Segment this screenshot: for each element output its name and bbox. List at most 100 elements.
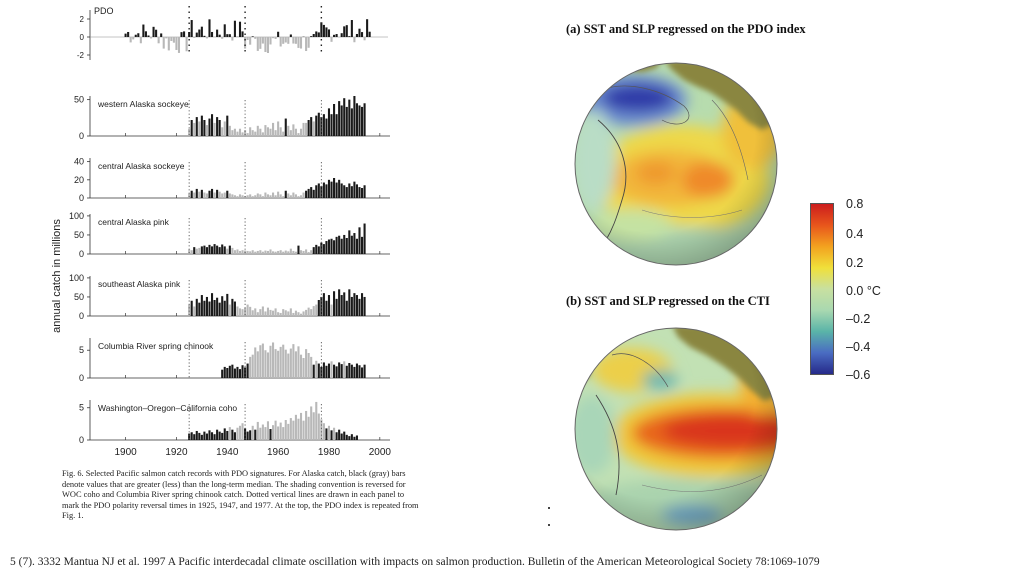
pdo-bar bbox=[160, 33, 163, 37]
catch-panel: central Alaska sockeye 40 20 0 bbox=[74, 157, 390, 203]
colorbar-tick-label: 0.4 bbox=[846, 227, 864, 241]
catch-bar bbox=[210, 114, 214, 136]
panel-y-tick-label: 5 bbox=[79, 403, 84, 413]
catch-bar bbox=[223, 366, 226, 378]
catch-bar bbox=[238, 425, 242, 440]
catch-bar bbox=[203, 245, 206, 254]
catch-bar bbox=[249, 251, 252, 254]
catch-bar bbox=[188, 304, 191, 316]
catch-bar bbox=[272, 310, 275, 316]
catch-bar bbox=[261, 306, 264, 316]
pdo-bar bbox=[277, 31, 280, 37]
catch-bar bbox=[358, 187, 361, 198]
pdo-bar bbox=[208, 19, 211, 37]
catch-bar bbox=[251, 354, 254, 378]
catch-bar bbox=[249, 356, 252, 378]
catch-bar bbox=[238, 128, 242, 136]
pdo-bar bbox=[167, 37, 170, 51]
catch-bar bbox=[264, 350, 267, 378]
panel-y-tick-label: 0 bbox=[79, 131, 84, 141]
catch-bar bbox=[221, 193, 224, 198]
catch-bar bbox=[360, 293, 364, 316]
pdo-bar bbox=[340, 33, 343, 37]
pdo-title: PDO bbox=[94, 6, 114, 16]
catch-bar bbox=[223, 428, 226, 440]
catch-bar bbox=[333, 240, 336, 254]
colorbar-tick-label: –0.2 bbox=[846, 312, 871, 326]
catch-bar bbox=[236, 306, 239, 316]
pdo-bar bbox=[205, 37, 208, 39]
catch-bar bbox=[226, 115, 229, 136]
catch-bar bbox=[216, 429, 219, 440]
colorbar-tick-label: 0.0 °C bbox=[846, 284, 881, 298]
catch-bar bbox=[307, 307, 310, 316]
catch-panel: western Alaska sockeye 50 0 bbox=[74, 95, 390, 141]
pdo-bar bbox=[297, 37, 300, 48]
pdo-bar bbox=[170, 37, 173, 41]
pdo-bar bbox=[251, 36, 254, 37]
catch-bar bbox=[279, 250, 282, 254]
pdo-bar bbox=[162, 37, 165, 49]
panel-b-title: (b) SST and SLP regressed on the CTI bbox=[566, 294, 770, 308]
catch-bar bbox=[216, 117, 219, 136]
catch-bar bbox=[348, 183, 351, 198]
catch-bar bbox=[284, 349, 287, 378]
pdo-bar bbox=[368, 31, 371, 37]
catch-bar bbox=[279, 422, 282, 440]
catch-bar bbox=[307, 353, 310, 378]
stray-dot bbox=[548, 507, 550, 509]
catch-bar bbox=[350, 434, 353, 440]
catch-bar bbox=[310, 187, 313, 198]
catch-bar bbox=[198, 432, 201, 440]
catch-bar bbox=[236, 427, 239, 440]
catch-bar bbox=[254, 347, 257, 378]
catch-bar bbox=[350, 235, 353, 254]
panel-y-tick-label: 0 bbox=[79, 435, 84, 445]
catch-bar bbox=[218, 191, 221, 198]
catch-bar bbox=[231, 194, 234, 198]
pdo-bar bbox=[175, 37, 178, 50]
catch-bar bbox=[343, 431, 346, 440]
catch-bar bbox=[266, 307, 270, 316]
catch-bar bbox=[264, 311, 267, 316]
catch-bar bbox=[272, 192, 275, 198]
catch-bar bbox=[343, 98, 346, 136]
catch-bar bbox=[228, 125, 231, 136]
catch-bar bbox=[266, 352, 270, 378]
catch-bar bbox=[264, 192, 267, 198]
catch-bar bbox=[221, 432, 224, 440]
catch-bar bbox=[236, 131, 239, 136]
colorbar-tick-label: 0.8 bbox=[846, 197, 864, 211]
catch-bar bbox=[350, 108, 353, 136]
catch-bar bbox=[272, 425, 275, 440]
colorbar bbox=[810, 203, 834, 375]
catch-bar bbox=[305, 122, 308, 136]
catch-bar bbox=[261, 251, 264, 254]
catch-bar bbox=[325, 241, 328, 254]
catch-bar bbox=[315, 244, 318, 254]
pdo-bar bbox=[325, 27, 328, 37]
catch-bar bbox=[297, 312, 300, 316]
catch-bar bbox=[238, 250, 242, 254]
catch-panel: Washington–Oregon–California coho 5 0 bbox=[79, 400, 390, 445]
catch-bar bbox=[322, 114, 325, 136]
catch-bar bbox=[221, 296, 224, 316]
pdo-bar bbox=[238, 21, 242, 37]
pdo-bar bbox=[274, 37, 277, 39]
catch-bar bbox=[289, 195, 292, 198]
panel-y-tick-label: 5 bbox=[79, 345, 84, 355]
catch-bar bbox=[327, 179, 331, 198]
pdo-bar bbox=[129, 37, 132, 43]
pdo-bar bbox=[358, 28, 361, 37]
pdo-bar bbox=[132, 37, 135, 40]
colorbar-tick-label: 0.2 bbox=[846, 256, 864, 270]
catch-bar bbox=[269, 249, 272, 254]
catch-bar bbox=[299, 195, 303, 198]
pdo-bar bbox=[266, 37, 270, 53]
catch-bar bbox=[330, 430, 333, 440]
catch-bar bbox=[269, 309, 272, 316]
catch-bar bbox=[345, 187, 348, 198]
catch-bar bbox=[223, 192, 226, 198]
catch-bar bbox=[320, 186, 323, 198]
catch-bar bbox=[289, 248, 292, 254]
